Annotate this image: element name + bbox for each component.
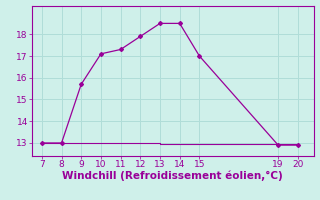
X-axis label: Windchill (Refroidissement éolien,°C): Windchill (Refroidissement éolien,°C): [62, 171, 283, 181]
